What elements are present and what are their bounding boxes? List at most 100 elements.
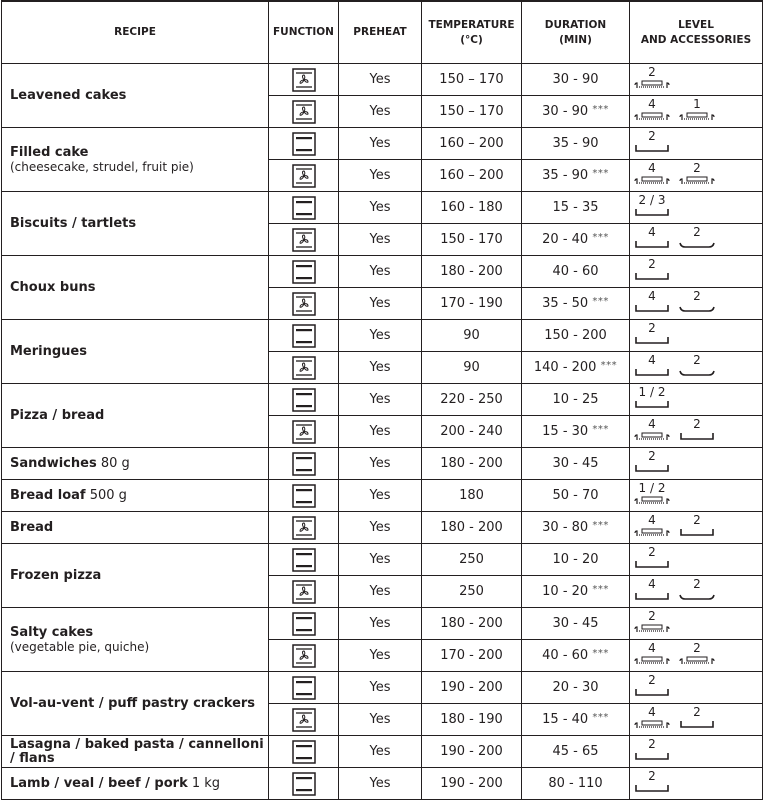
fan-function-icon bbox=[291, 67, 316, 92]
function-cell bbox=[268, 191, 339, 224]
duration-cell: 35 - 90 bbox=[521, 127, 630, 160]
preheat-cell: Yes bbox=[338, 415, 422, 448]
rack-icon bbox=[678, 655, 716, 665]
static-function-icon bbox=[291, 547, 316, 572]
accessory-rack: 2 bbox=[678, 161, 716, 185]
level-number: 4 bbox=[648, 641, 656, 655]
tray-icon bbox=[633, 239, 671, 249]
table-row: Lamb / veal / beef / pork 1 kg Yes 190 - 2… bbox=[1, 767, 763, 800]
level-number: 2 bbox=[693, 577, 701, 591]
header-recipe: RECIPE bbox=[1, 0, 269, 64]
temperature-cell: 160 – 200 bbox=[421, 159, 522, 192]
header-level: LEVEL AND ACCESSORIES bbox=[629, 0, 763, 64]
duration-value: 50 - 70 bbox=[552, 488, 599, 503]
recipe-name: Pizza / bread bbox=[10, 407, 105, 423]
recipe-name: Lamb / veal / beef / pork bbox=[10, 775, 188, 791]
level-cell: 1 / 2 bbox=[629, 479, 763, 512]
function-cell bbox=[268, 607, 339, 640]
temperature-cell: 180 bbox=[421, 479, 522, 512]
accessory-rack: 2 bbox=[678, 641, 716, 665]
accessory-tray: 2 bbox=[633, 321, 671, 345]
rack-icon bbox=[633, 655, 671, 665]
shelf-icon bbox=[678, 303, 716, 313]
accessory-rack: 4 bbox=[633, 161, 671, 185]
recipe-name: Meringues bbox=[10, 343, 87, 359]
duration-value: 30 - 45 bbox=[552, 616, 599, 631]
function-cell bbox=[268, 287, 339, 320]
duration-value: 15 - 35 bbox=[552, 200, 599, 215]
static-function-icon bbox=[291, 195, 316, 220]
static-function-icon bbox=[291, 739, 316, 764]
level-cell: 2 bbox=[629, 255, 763, 288]
temperature-cell: 90 bbox=[421, 351, 522, 384]
temperature-cell: 180 - 200 bbox=[421, 607, 522, 640]
recipe-cell: Frozen pizza bbox=[1, 543, 269, 608]
temperature-cell: 250 bbox=[421, 575, 522, 608]
shelf-icon bbox=[678, 239, 716, 249]
level-number: 2 bbox=[648, 321, 656, 335]
accessory-shelf: 2 bbox=[678, 289, 716, 313]
accessory-tray: 2 bbox=[678, 513, 716, 537]
header-level-label-2: AND ACCESSORIES bbox=[640, 33, 752, 46]
preheat-cell: Yes bbox=[338, 287, 422, 320]
tray-icon bbox=[633, 207, 671, 217]
function-cell bbox=[268, 255, 339, 288]
recipe-cell: Bread bbox=[1, 511, 269, 544]
preheat-cell: Yes bbox=[338, 543, 422, 576]
preheat-cell: Yes bbox=[338, 127, 422, 160]
duration-cell: 40 - 60 bbox=[521, 255, 630, 288]
table-row: Frozen pizza Yes 250 10 - 20 2 bbox=[1, 543, 763, 608]
duration-note-stars: *** bbox=[592, 712, 609, 723]
accessory-tray: 4 bbox=[633, 225, 671, 249]
fan-function-icon bbox=[291, 579, 316, 604]
duration-cell: 15 - 35 bbox=[521, 191, 630, 224]
level-number: 1 / 2 bbox=[638, 385, 666, 399]
recipe-name: Filled cake bbox=[10, 144, 89, 160]
accessory-tray: 2 bbox=[633, 769, 671, 793]
rack-icon bbox=[633, 431, 671, 441]
duration-note-stars: *** bbox=[592, 424, 609, 435]
table-body: Leavened cakes Yes 150 – 170 30 - 90 2 Yes 150… bbox=[1, 63, 763, 800]
duration-cell: 20 - 30 bbox=[521, 671, 630, 704]
rack-icon bbox=[633, 495, 671, 505]
level-number: 2 bbox=[648, 449, 656, 463]
header-temperature-label: TEMPERATURE bbox=[428, 18, 515, 31]
level-cell: 2 bbox=[629, 671, 763, 704]
duration-note-stars: *** bbox=[592, 648, 609, 659]
preheat-cell: Yes bbox=[338, 479, 422, 512]
level-number: 2 bbox=[648, 609, 656, 623]
recipe-cell: Lasagna / baked pasta / cannelloni / fla… bbox=[1, 735, 269, 768]
preheat-cell: Yes bbox=[338, 159, 422, 192]
preheat-cell: Yes bbox=[338, 511, 422, 544]
level-number: 4 bbox=[648, 417, 656, 431]
tray-icon bbox=[633, 271, 671, 281]
duration-value: 35 - 90 bbox=[552, 136, 599, 151]
duration-value: 150 - 200 bbox=[544, 328, 607, 343]
recipe-cell: Pizza / bread bbox=[1, 383, 269, 448]
duration-value: 35 - 90 bbox=[542, 168, 589, 183]
accessory-rack: 4 bbox=[633, 97, 671, 121]
level-cell: 2 bbox=[629, 607, 763, 640]
function-cell bbox=[268, 543, 339, 576]
recipe-cell: Meringues bbox=[1, 319, 269, 384]
level-cell: 2 bbox=[629, 735, 763, 768]
accessory-tray: 4 bbox=[633, 353, 671, 377]
tray-icon bbox=[633, 559, 671, 569]
header-preheat: PREHEAT bbox=[338, 0, 422, 64]
function-cell bbox=[268, 351, 339, 384]
static-function-icon bbox=[291, 771, 316, 796]
level-number: 2 / 3 bbox=[638, 193, 666, 207]
duration-note-stars: *** bbox=[592, 232, 609, 243]
duration-note-stars: *** bbox=[600, 360, 618, 371]
duration-note-stars: *** bbox=[592, 296, 609, 307]
duration-note-stars: *** bbox=[592, 104, 609, 115]
accessory-rack: 4 bbox=[633, 705, 671, 729]
preheat-cell: Yes bbox=[338, 191, 422, 224]
static-function-icon bbox=[291, 611, 316, 636]
recipe-quantity: 500 g bbox=[89, 487, 127, 503]
function-cell bbox=[268, 319, 339, 352]
rack-icon bbox=[633, 111, 671, 121]
